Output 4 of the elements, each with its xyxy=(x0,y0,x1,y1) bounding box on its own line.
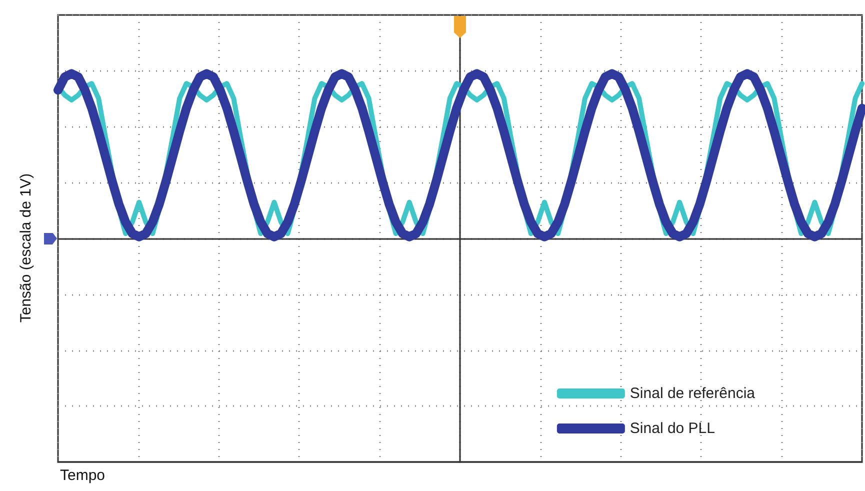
legend-label: Sinal do PLL xyxy=(630,420,715,437)
y-axis-title: Tensão (escala de 1V) xyxy=(18,173,34,323)
legend-label: Sinal de referência xyxy=(630,385,756,402)
text: Tempo xyxy=(60,467,106,484)
